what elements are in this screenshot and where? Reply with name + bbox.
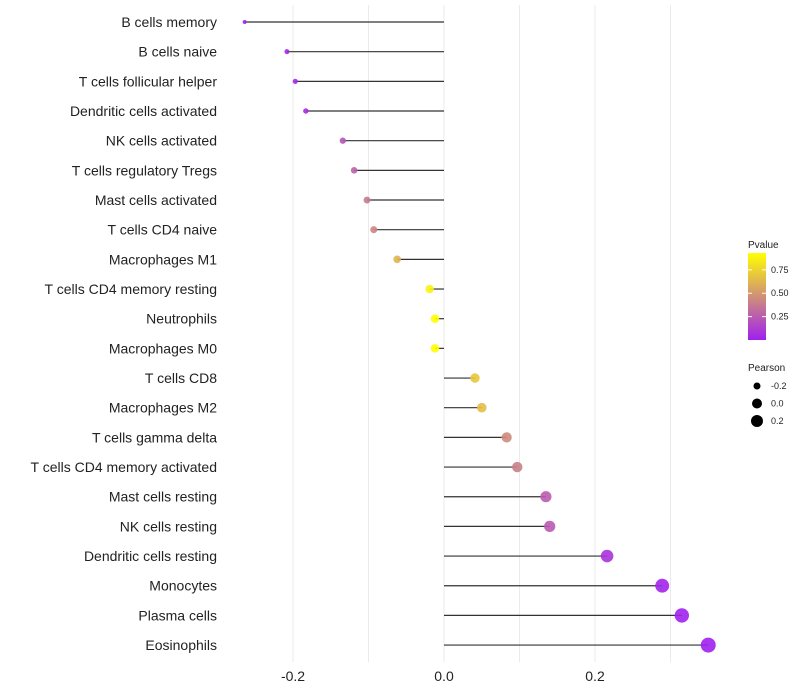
lollipop-point (476, 402, 487, 413)
size-legend-point (751, 415, 763, 427)
lollipop-point (339, 137, 346, 144)
lollipop-point (242, 20, 247, 24)
lollipop-point (655, 578, 670, 593)
legend-title-pearson: Pearson (748, 363, 785, 374)
lollipop-point (470, 373, 480, 383)
category-label: NK cells activated (106, 133, 217, 149)
lollipop-point (512, 461, 523, 473)
x-tick-label: 0.0 (434, 668, 454, 684)
category-label: B cells naive (138, 44, 217, 60)
size-legend-label: 0.0 (771, 399, 784, 409)
category-label: T cells CD8 (145, 370, 217, 386)
category-label: Plasma cells (138, 607, 217, 623)
size-legend-label: -0.2 (771, 381, 787, 391)
lollipop-point (600, 549, 614, 563)
category-label: Macrophages M1 (109, 251, 217, 267)
category-label: T cells CD4 memory resting (45, 281, 217, 297)
category-label: Mast cells activated (95, 192, 217, 208)
lollipop-point (303, 108, 309, 114)
category-label: Neutrophils (146, 311, 217, 327)
category-label: T cells gamma delta (92, 429, 217, 445)
category-label: Monocytes (149, 578, 217, 594)
lollipop-point (425, 284, 434, 294)
color-legend-label: 0.50 (771, 288, 789, 298)
category-label: Dendritic cells resting (84, 548, 217, 564)
category-label: B cells memory (121, 14, 217, 30)
lollipop-point (363, 196, 371, 204)
lollipop-point (544, 520, 556, 533)
size-legend-point (752, 398, 762, 409)
category-label: Mast cells resting (109, 489, 217, 505)
color-legend-label: 0.75 (771, 265, 789, 275)
category-label: Dendritic cells activated (70, 103, 217, 119)
color-legend-label: 0.25 (771, 312, 789, 322)
category-label: Macrophages M2 (109, 400, 217, 416)
category-label: T cells CD4 naive (108, 222, 218, 238)
lollipop-point (370, 226, 378, 234)
size-legend-point (753, 382, 761, 390)
lollipop-point (700, 637, 716, 653)
size-legend-label: 0.2 (771, 416, 784, 426)
legend-title-pvalue: Pvalue (748, 240, 779, 251)
lollipop-point (284, 49, 290, 55)
lollipop-point (674, 608, 690, 623)
category-label: NK cells resting (120, 518, 217, 534)
category-label: Macrophages M0 (109, 340, 217, 356)
category-label: T cells follicular helper (79, 73, 218, 89)
lollipop-point (430, 314, 440, 323)
lollipop-point (292, 78, 298, 84)
lollipop-point (430, 344, 440, 353)
lollipop-point (350, 167, 358, 174)
lollipop-point (393, 255, 401, 264)
category-label: T cells CD4 memory activated (31, 459, 217, 475)
category-label: Eosinophils (145, 637, 217, 653)
x-tick-label: -0.2 (281, 668, 305, 684)
color-legend-bar (748, 253, 766, 340)
lollipop-point (501, 432, 512, 443)
lollipop-point (540, 491, 552, 503)
category-label: T cells regulatory Tregs (72, 162, 217, 178)
x-tick-label: 0.2 (585, 668, 605, 684)
